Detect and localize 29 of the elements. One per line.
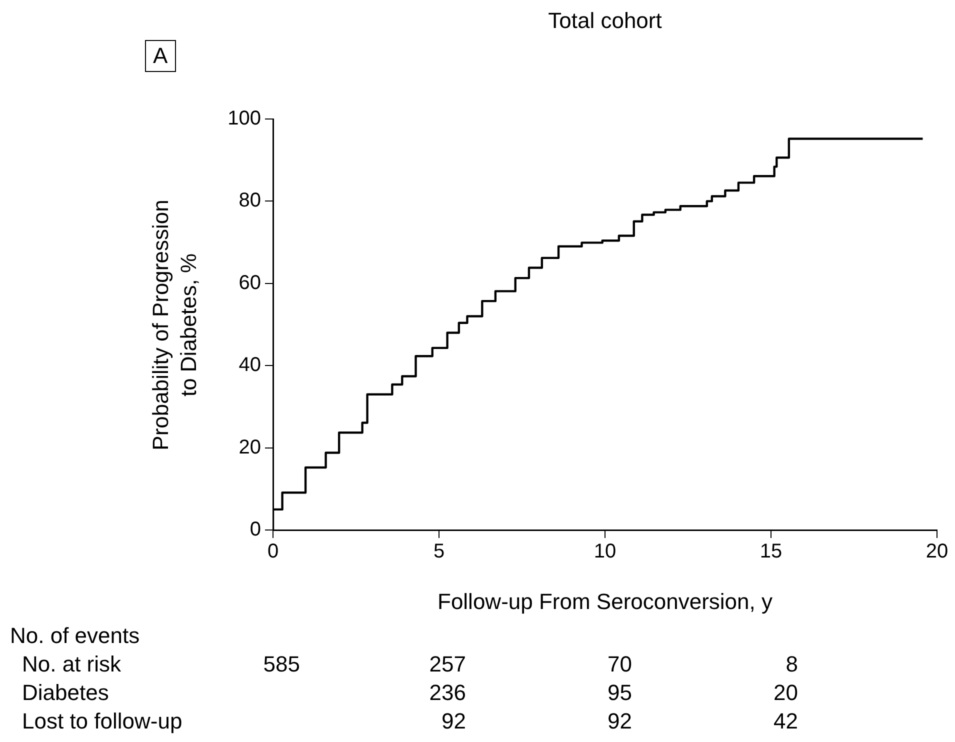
y-tick-label: 80 xyxy=(238,190,261,212)
y-tick-label: 40 xyxy=(238,354,261,376)
y-tick-label: 20 xyxy=(238,436,261,458)
text: 236 xyxy=(429,680,466,706)
text: Lost to follow-up xyxy=(22,708,182,734)
y-tick-label: 60 xyxy=(238,272,261,294)
x-tick-label: 20 xyxy=(926,540,948,563)
y-axis-title: Probability of Progression to Diabetes, % xyxy=(147,198,202,452)
text: 92 xyxy=(608,708,632,734)
text: Diabetes xyxy=(22,680,109,706)
text: No. at risk xyxy=(22,652,122,677)
text: 95 xyxy=(608,680,632,706)
text: 42 xyxy=(774,708,798,734)
x-tick-label: 5 xyxy=(433,540,445,563)
text: 20 xyxy=(774,680,798,706)
text: 70 xyxy=(608,652,632,677)
text: No. of events xyxy=(10,623,140,648)
x-tick-label: 0 xyxy=(267,540,279,563)
chart-title: Total cohort xyxy=(548,8,662,34)
text: 257 xyxy=(429,652,466,677)
y-tick-label: 100 xyxy=(228,108,261,130)
text: A xyxy=(145,40,176,72)
x-tick-label: 10 xyxy=(594,540,616,563)
x-axis-title: Follow-up From Seroconversion, y xyxy=(437,588,773,614)
text: 8 xyxy=(786,652,798,677)
y-tick-label: 0 xyxy=(250,518,261,541)
text: 585 xyxy=(263,652,300,677)
text: 92 xyxy=(442,708,466,734)
x-tick-label: 15 xyxy=(760,540,782,563)
